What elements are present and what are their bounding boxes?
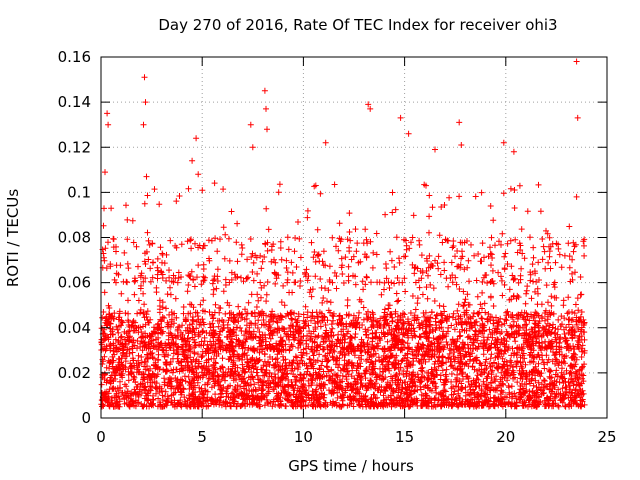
x-tick-label: 5 xyxy=(197,428,207,446)
y-tick-label: 0.08 xyxy=(58,229,91,247)
x-axis-title: GPS time / hours xyxy=(288,457,414,475)
y-tick-label: 0.16 xyxy=(58,48,91,66)
chart-title: Day 270 of 2016, Rate Of TEC Index for r… xyxy=(158,16,557,34)
x-tick-label: 15 xyxy=(395,428,414,446)
y-tick-label: 0.14 xyxy=(58,93,91,111)
y-tick-label: 0.1 xyxy=(67,183,91,201)
y-tick-label: 0.04 xyxy=(58,319,91,337)
x-tick-label: 0 xyxy=(96,428,106,446)
axis-ticks: 0 0.02 0.04 0.06 0.08 0.1 0.12 0.14 0.16 0 5 10 15 20… xyxy=(58,48,617,446)
y-tick-label: 0.02 xyxy=(58,364,91,382)
y-tick-label: 0.12 xyxy=(58,138,91,156)
x-tick-label: 25 xyxy=(597,428,616,446)
data-point-markers xyxy=(98,58,588,410)
data-points xyxy=(98,58,588,410)
y-axis-title: ROTI / TECUs xyxy=(4,189,22,287)
y-tick-label: 0.06 xyxy=(58,274,91,292)
y-tick-label: 0 xyxy=(81,409,91,427)
x-tick-label: 10 xyxy=(294,428,313,446)
x-tick-label: 20 xyxy=(496,428,515,446)
